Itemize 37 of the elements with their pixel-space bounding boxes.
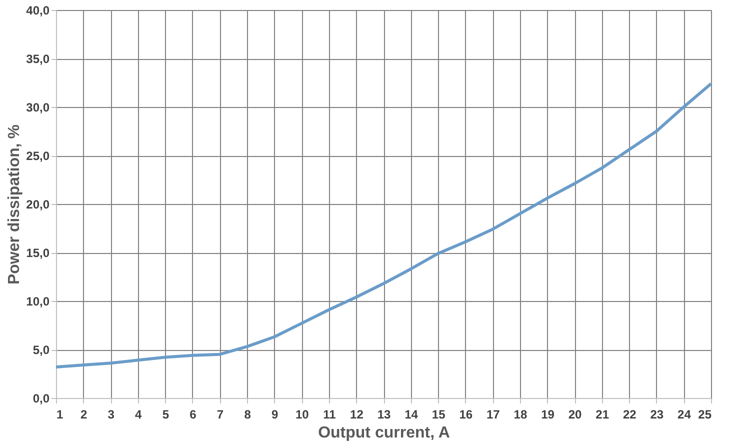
x-tick-label: 24 xyxy=(678,408,692,422)
x-tick-label: 11 xyxy=(323,408,336,422)
x-tick-label: 6 xyxy=(190,408,197,422)
x-tick-label: 14 xyxy=(404,408,418,422)
line-series xyxy=(54,82,712,368)
x-tick-label: 25 xyxy=(698,408,712,422)
y-tick-label: 20,0 xyxy=(26,198,50,212)
x-tick-label: 9 xyxy=(271,408,278,422)
x-tick-label: 15 xyxy=(432,408,446,422)
y-axis-title: Power dissipation, % xyxy=(6,124,24,285)
x-tick-label: 13 xyxy=(377,408,391,422)
y-tick-label: 0,0 xyxy=(32,392,50,406)
x-tick-label: 10 xyxy=(295,408,310,422)
x-tick-label: 3 xyxy=(108,408,115,422)
x-tick-label: 21 xyxy=(596,408,610,422)
x-tick-label: 12 xyxy=(350,408,364,422)
x-tick-label: 19 xyxy=(541,408,555,422)
y-tick-label: 30,0 xyxy=(26,100,50,114)
x-tick-label: 1 xyxy=(56,408,64,422)
x-tick-label: 8 xyxy=(244,408,252,422)
x-tick-label: 2 xyxy=(80,408,88,422)
x-tick-label: 7 xyxy=(216,408,224,422)
y-tick-label: 5,0 xyxy=(32,343,50,357)
x-tick-label: 17 xyxy=(486,408,500,422)
y-tick-label: 40,0 xyxy=(26,4,50,18)
x-tick-label: 23 xyxy=(650,408,664,422)
y-tick-label: 15,0 xyxy=(26,246,50,260)
x-axis-title: Output current, A xyxy=(318,424,450,442)
x-tick-label: 16 xyxy=(459,408,473,422)
y-tick-label: 10,0 xyxy=(26,294,50,308)
x-tick-label: 5 xyxy=(162,408,170,422)
x-tick-label: 18 xyxy=(514,408,528,422)
y-tick-label: 25,0 xyxy=(26,149,50,163)
y-tick-label: 35,0 xyxy=(26,52,50,66)
x-tick-label: 22 xyxy=(622,408,637,422)
x-tick-label: 4 xyxy=(135,408,142,422)
x-tick-label: 20 xyxy=(568,408,582,422)
